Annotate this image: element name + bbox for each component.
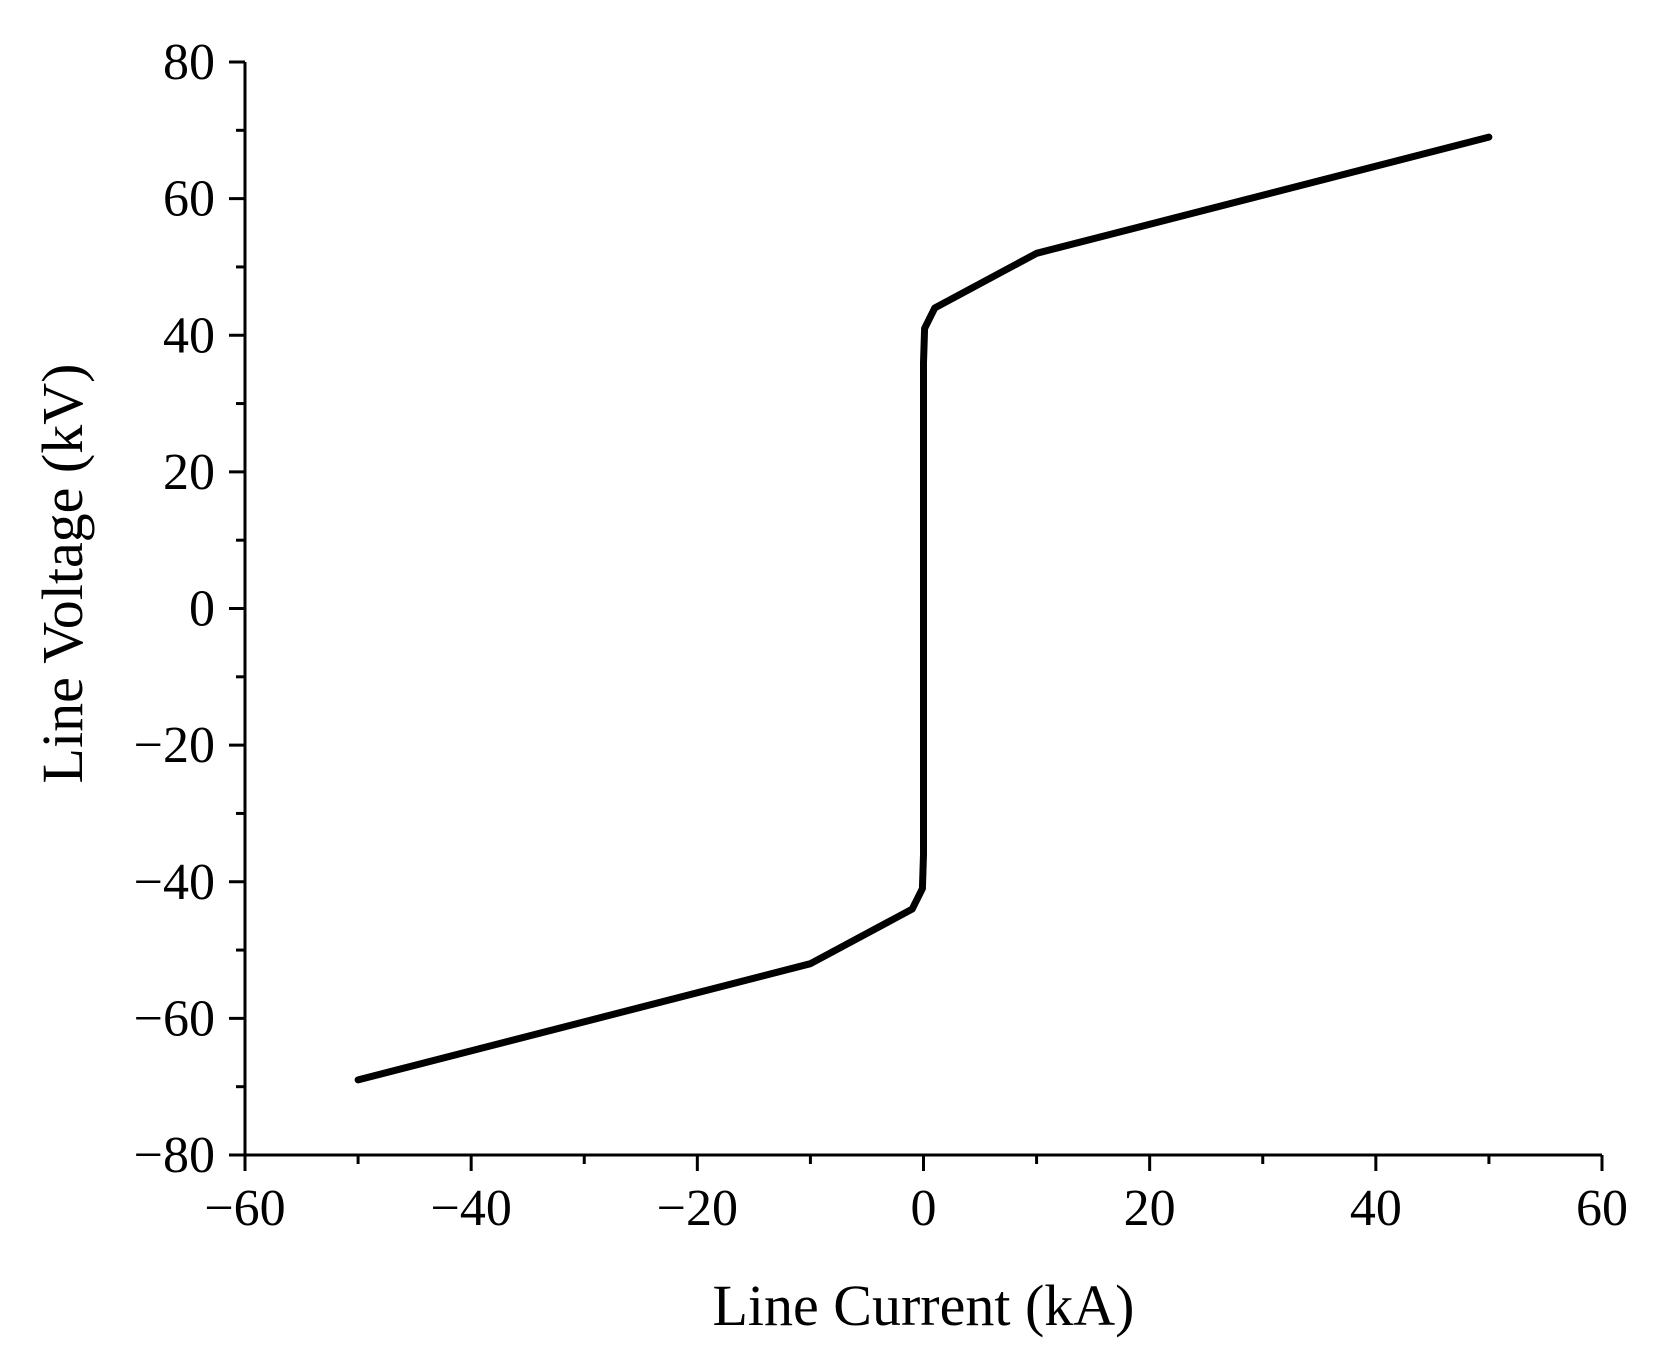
y-axis-title: Line Voltage (kV) xyxy=(30,364,95,784)
x-tick-label: 0 xyxy=(911,1180,937,1237)
y-tick-label: 20 xyxy=(163,444,215,501)
y-tick-label: −40 xyxy=(134,854,215,911)
labels-layer: Line Current (kA) Line Voltage (kV) −80−… xyxy=(30,34,1628,1338)
axes xyxy=(229,60,1604,1171)
y-tick-label: −80 xyxy=(134,1127,215,1184)
x-tick-label: 60 xyxy=(1576,1180,1628,1237)
x-tick-label: −60 xyxy=(204,1180,285,1237)
x-tick-label: −40 xyxy=(431,1180,512,1237)
y-tick-label: 80 xyxy=(163,34,215,91)
y-tick-label: −60 xyxy=(134,990,215,1047)
x-axis-title: Line Current (kA) xyxy=(713,1273,1135,1338)
series-layer xyxy=(354,133,1493,1084)
x-tick-label: −20 xyxy=(657,1180,738,1237)
series-line xyxy=(354,133,1493,1084)
x-tick-label: 40 xyxy=(1350,1180,1402,1237)
x-tick-label: 20 xyxy=(1124,1180,1176,1237)
y-tick-label: 0 xyxy=(189,581,215,638)
y-tick-label: 60 xyxy=(163,171,215,228)
y-tick-label: 40 xyxy=(163,307,215,364)
y-tick-label: −20 xyxy=(134,717,215,774)
